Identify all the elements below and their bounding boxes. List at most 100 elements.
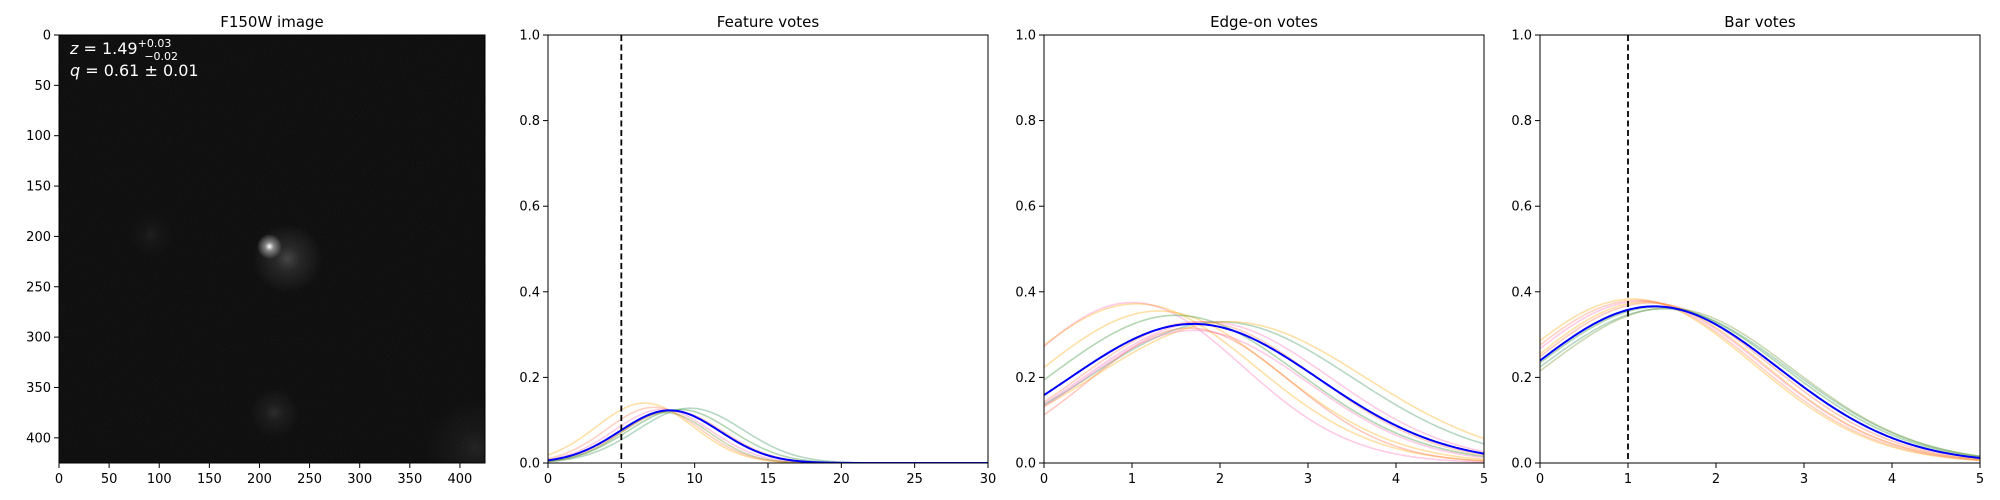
image-x-tick-label: 150 <box>197 472 222 487</box>
edge-on-votes-x-ticks: 0 1 2 3 4 5 <box>1040 463 1488 487</box>
feature-votes-x-tick-label: 25 <box>906 472 923 487</box>
bar-votes-sample-curve <box>1540 301 1980 461</box>
bar-votes-sample-curve <box>1540 302 1980 460</box>
image-x-tick-label: 300 <box>347 472 372 487</box>
bar-votes-y-tick-label: 0.6 <box>1511 200 1532 215</box>
image-y-tick-label: 100 <box>26 129 51 144</box>
feature-votes-y-tick-label: 0.8 <box>519 114 540 129</box>
edge-on-votes-y-tick-label: 0.4 <box>1015 285 1036 300</box>
edge-on-votes-y-ticks: 0.0 0.2 0.4 0.6 0.8 1.0 <box>1015 29 1044 472</box>
feature-votes-y-ticks: 0.0 0.2 0.4 0.6 0.8 1.0 <box>519 29 548 472</box>
bar-votes-x-tick-label: 3 <box>1800 472 1808 487</box>
edge-on-votes-y-tick-label: 0.8 <box>1015 114 1036 129</box>
image-y-tick-label: 0 <box>43 29 51 44</box>
image-source <box>128 211 174 257</box>
image-source <box>249 387 300 438</box>
bar-votes-sample-curve <box>1540 307 1980 457</box>
bar-votes-sample-curve <box>1540 299 1980 461</box>
image-y-tick-label: 200 <box>26 230 51 245</box>
feature-votes-y-tick-label: 0.0 <box>519 457 540 472</box>
edge-on-votes-sample-curve <box>1044 314 1484 458</box>
bar-votes-mean-curve <box>1540 305 1980 459</box>
image-source <box>252 223 323 294</box>
panel-edge-on-votes: Edge-on votes 0 1 2 3 4 5 0.0 0.2 0.4 0.6 0.8 1.0 <box>1015 13 1488 487</box>
bar-votes-y-tick-label: 0.8 <box>1511 114 1532 129</box>
edge-on-votes-x-tick-label: 5 <box>1480 472 1488 487</box>
edge-on-votes-sample-curve <box>1044 320 1484 440</box>
image-sources <box>128 211 485 463</box>
image-source <box>424 397 485 463</box>
edge-on-votes-x-tick-label: 2 <box>1216 472 1224 487</box>
bar-votes-y-tick-label: 0.4 <box>1511 285 1532 300</box>
edge-on-votes-y-tick-label: 0.2 <box>1015 371 1036 386</box>
edge-on-votes-curves <box>1044 301 1484 463</box>
image-x-tick-label: 100 <box>147 472 172 487</box>
image-y-tick-label: 50 <box>34 79 51 94</box>
edge-on-votes-y-tick-label: 0.0 <box>1015 457 1036 472</box>
feature-votes-x-tick-label: 0 <box>544 472 552 487</box>
edge-on-votes-x-tick-label: 4 <box>1392 472 1400 487</box>
image-x-tick-label: 0 <box>55 472 63 487</box>
bar-votes-y-tick-label: 1.0 <box>1511 29 1532 44</box>
edge-on-votes-sample-curve <box>1044 302 1484 462</box>
feature-votes-y-tick-label: 0.2 <box>519 371 540 386</box>
image-title: F150W image <box>220 13 324 31</box>
image-x-tick-label: 200 <box>247 472 272 487</box>
edge-on-votes-x-tick-label: 3 <box>1304 472 1312 487</box>
image-y-tick-label: 250 <box>26 280 51 295</box>
panel-feature-votes: Feature votes 0 5 10 15 20 25 30 0.00.20.40.60… <box>519 13 996 487</box>
bar-votes-sample-curve <box>1540 308 1980 458</box>
bar-votes-x-tick-label: 0 <box>1536 472 1544 487</box>
edge-on-votes-x-tick-label: 1 <box>1128 472 1136 487</box>
image-y-tick-label: 300 <box>26 331 51 346</box>
image-y-tick-label: 400 <box>26 431 51 446</box>
panel-image: F150W image 0 50 100 150 200 250 300 350 400 0 50… <box>26 13 486 487</box>
feature-votes-x-ticks: 0 5 10 15 20 25 30 <box>544 463 996 487</box>
bar-votes-y-ticks: 0.0 0.2 0.4 0.6 0.8 1.0 <box>1511 29 1540 472</box>
edge-on-votes-x-tick-label: 0 <box>1040 472 1048 487</box>
panel-bar-votes: Bar votes 0 1 2 3 4 5 0.0 0.2 0.4 0.6 0.8 1.0 <box>1511 13 1984 487</box>
image-frame <box>58 34 486 464</box>
feature-votes-x-tick-label: 5 <box>617 472 625 487</box>
edge-on-votes-sample-curve <box>1044 327 1484 462</box>
edge-on-votes-sample-curve <box>1044 320 1484 453</box>
image-y-ticks: 0 50 100 150 200 250 300 350 400 <box>26 29 59 446</box>
edge-on-votes-sample-curve <box>1044 320 1484 457</box>
bar-votes-y-tick-label: 0.0 <box>1511 457 1532 472</box>
bar-votes-title: Bar votes <box>1724 13 1796 31</box>
bar-votes-x-tick-label: 1 <box>1624 472 1632 487</box>
image-x-tick-label: 50 <box>101 472 118 487</box>
feature-votes-title: Feature votes <box>717 13 820 31</box>
feature-votes-x-tick-label: 15 <box>760 472 777 487</box>
image-x-ticks: 0 50 100 150 200 250 300 350 400 <box>55 463 472 487</box>
bar-votes-curves <box>1540 35 1980 463</box>
edge-on-votes-sample-curve <box>1044 320 1484 445</box>
feature-votes-curves <box>548 35 988 463</box>
edge-on-votes-sample-curve <box>1044 310 1484 461</box>
image-x-tick-label: 250 <box>297 472 322 487</box>
image-annotation-q: q = 0.61 ± 0.01 <box>70 61 199 80</box>
edge-on-votes-mean-curve <box>1044 322 1484 455</box>
edge-on-votes-y-tick-label: 1.0 <box>1015 29 1036 44</box>
edge-on-votes-sample-curve <box>1044 329 1484 459</box>
feature-votes-x-tick-label: 20 <box>833 472 850 487</box>
image-x-tick-label: 400 <box>448 472 473 487</box>
bar-votes-sample-curve <box>1540 298 1980 462</box>
bar-votes-frame <box>1539 34 1981 464</box>
edge-on-votes-frame <box>1043 34 1485 464</box>
edge-on-votes-title: Edge-on votes <box>1210 13 1318 31</box>
bar-votes-sample-curve <box>1540 305 1980 458</box>
feature-votes-sample-curve <box>548 411 988 463</box>
bar-votes-y-tick-label: 0.2 <box>1511 371 1532 386</box>
feature-votes-x-tick-label: 30 <box>980 472 997 487</box>
image-y-tick-label: 350 <box>26 381 51 396</box>
image-annotation-z: z = 1.49+0.03 −0.02 <box>69 37 178 63</box>
bar-votes-x-tick-label: 2 <box>1712 472 1720 487</box>
feature-votes-y-tick-label: 0.4 <box>519 285 540 300</box>
image-y-tick-label: 150 <box>26 180 51 195</box>
bar-votes-sample-curve <box>1540 300 1980 461</box>
edge-on-votes-y-tick-label: 0.6 <box>1015 200 1036 215</box>
feature-votes-y-tick-label: 1.0 <box>519 29 540 44</box>
feature-votes-frame <box>547 34 989 464</box>
